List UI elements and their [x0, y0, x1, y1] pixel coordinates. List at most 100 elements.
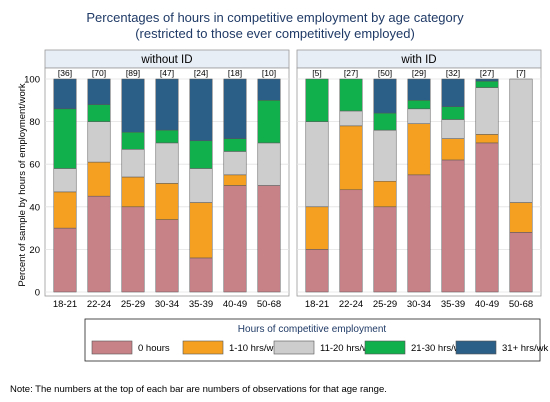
legend-title: Hours of competitive employment: [238, 324, 387, 335]
x-tick-label: 25-29: [121, 299, 145, 310]
bar-count-label: [18]: [228, 68, 242, 78]
bar-segment: [53, 108, 77, 169]
x-tick-label: 35-39: [189, 299, 213, 310]
bar-segment: [441, 159, 465, 293]
bar-segment: [87, 104, 111, 122]
legend-swatch: [273, 340, 315, 355]
legend-entry-label: 0 hours: [138, 343, 170, 354]
bar-segment: [475, 142, 499, 293]
legend-swatch: [182, 340, 224, 355]
bar-segment: [475, 80, 499, 88]
bar-count-label: [10]: [262, 68, 276, 78]
bar-segment: [155, 219, 179, 293]
bar-segment: [373, 129, 397, 182]
bar-segment: [305, 121, 329, 208]
bar-segment: [189, 168, 213, 203]
bar-segment: [53, 227, 77, 293]
panel-with-id: with ID [5] 18-21 [27] 22-24 [50] 25-29 [29] 30-…: [296, 49, 542, 310]
x-tick-label: 40-49: [475, 299, 499, 310]
bar-segment: [509, 202, 533, 233]
chart-subtitle: (restricted to those ever competitively …: [135, 26, 415, 41]
chart-title: Percentages of hours in competitive empl…: [86, 10, 464, 25]
bar-segment: [441, 138, 465, 161]
x-tick-label: 40-49: [223, 299, 247, 310]
bar-segment: [407, 78, 431, 101]
bar-segment: [373, 180, 397, 208]
bar-segment: [305, 78, 329, 122]
bar-segment: [509, 78, 533, 203]
bar-segment: [407, 108, 431, 124]
bar-segment: [121, 132, 145, 150]
legend-swatch: [91, 340, 133, 355]
bar-segment: [339, 110, 363, 127]
bar-segment: [223, 174, 247, 186]
bar-segment: [339, 125, 363, 191]
bar-segment: [87, 121, 111, 163]
bar-segment: [87, 195, 111, 293]
x-tick-label: 18-21: [53, 299, 77, 310]
bar-count-label: [47]: [160, 68, 174, 78]
bar-segment: [223, 138, 247, 152]
legend-entry-label: 11-20 hrs/wk: [320, 343, 374, 354]
bar-segment: [475, 87, 499, 135]
bar-segment: [257, 185, 281, 293]
x-tick-label: 22-24: [339, 299, 363, 310]
bar-count-label: [5]: [312, 68, 321, 78]
bar-segment: [121, 78, 145, 133]
bar-segment: [509, 232, 533, 293]
x-tick-label: 25-29: [373, 299, 397, 310]
bar-segment: [257, 78, 281, 101]
legend-entry-label: 21-30 hrs/wk: [411, 343, 466, 354]
y-tick-label-40: 40: [29, 202, 40, 213]
bar-segment: [475, 78, 499, 82]
x-tick-label: 50-68: [257, 299, 281, 310]
bar-segment: [155, 78, 179, 131]
bar-count-label: [32]: [446, 68, 460, 78]
bar-segment: [407, 123, 431, 176]
bar-segment: [53, 78, 77, 110]
legend-entry-label: 31+ hrs/wk: [502, 343, 548, 354]
y-tick-label-80: 80: [29, 117, 40, 128]
bar-count-label: [89]: [126, 68, 140, 78]
bar-segment: [87, 78, 111, 105]
bar-segment: [407, 174, 431, 293]
bar-segment: [87, 161, 111, 197]
bar-segment: [257, 142, 281, 186]
bar-segment: [407, 100, 431, 110]
y-tick-label-20: 20: [29, 245, 40, 256]
bar-segment: [223, 185, 247, 293]
bar-count-label: [27]: [344, 68, 358, 78]
bar-segment: [189, 202, 213, 259]
bar-segment: [305, 206, 329, 250]
bar-count-label: [70]: [92, 68, 106, 78]
bar-segment: [189, 78, 213, 142]
panel-without-id: without ID [36] 18-21 [70] 22-24 [89] 25-29 [47…: [44, 49, 290, 310]
bar-segment: [155, 129, 179, 144]
bar-segment: [121, 206, 145, 293]
bar-segment: [373, 112, 397, 131]
bar-segment: [441, 106, 465, 120]
bar-segment: [257, 100, 281, 144]
bar-segment: [475, 134, 499, 144]
bar-count-label: [27]: [480, 68, 494, 78]
y-tick-label-60: 60: [29, 160, 40, 171]
x-tick-label: 30-34: [407, 299, 431, 310]
y-tick-label-0: 0: [35, 288, 40, 299]
x-tick-label: 50-68: [509, 299, 533, 310]
bar-segment: [441, 78, 465, 107]
bar-segment: [339, 189, 363, 293]
panels: 0 20 40 60 80 100 without ID [36] 18-21 [70] 22-24…: [24, 49, 542, 310]
x-tick-label: 30-34: [155, 299, 179, 310]
bar-count-label: [24]: [194, 68, 208, 78]
bar-segment: [155, 142, 179, 184]
panel-header-label: with ID: [400, 54, 436, 66]
bar-count-label: [7]: [516, 68, 525, 78]
chart-note: Note: The numbers at the top of each bar…: [10, 384, 387, 395]
legend-swatch: [455, 340, 497, 355]
panel-header-label: without ID: [140, 54, 192, 66]
bar-segment: [121, 176, 145, 208]
bar-count-label: [50]: [378, 68, 392, 78]
bar-segment: [305, 249, 329, 293]
bar-segment: [155, 183, 179, 220]
